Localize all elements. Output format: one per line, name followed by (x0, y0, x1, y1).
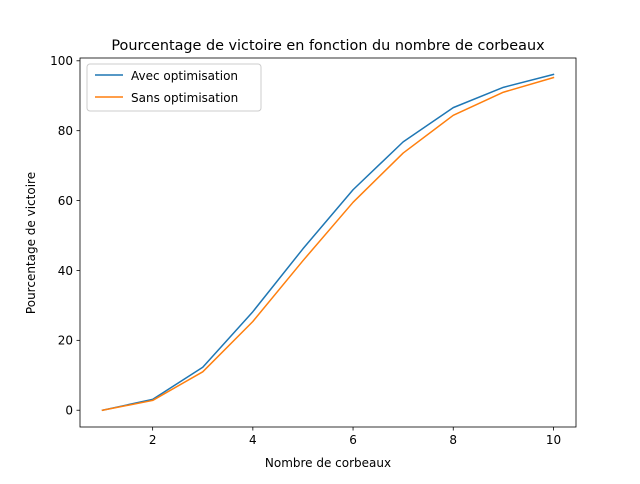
y-tick-label: 80 (58, 124, 73, 138)
y-tick-label: 40 (58, 264, 73, 278)
legend-label-sans-optimisation: Sans optimisation (131, 91, 238, 105)
chart-title: Pourcentage de victoire en fonction du n… (111, 38, 545, 54)
x-tick-label: 2 (149, 433, 157, 447)
y-axis-label: Pourcentage de victoire (24, 172, 38, 314)
y-tick-label: 100 (50, 54, 73, 68)
x-axis-label: Nombre de corbeaux (265, 456, 391, 470)
x-tick-label: 8 (449, 433, 457, 447)
y-tick-label: 20 (58, 334, 73, 348)
legend: Avec optimisation Sans optimisation (87, 64, 261, 111)
legend-label-avec-optimisation: Avec optimisation (131, 69, 238, 83)
y-tick-label: 60 (58, 194, 73, 208)
x-tick-label: 10 (546, 433, 561, 447)
x-tick-label: 4 (249, 433, 257, 447)
y-tick-label: 0 (65, 404, 73, 418)
x-tick-label: 6 (349, 433, 357, 447)
